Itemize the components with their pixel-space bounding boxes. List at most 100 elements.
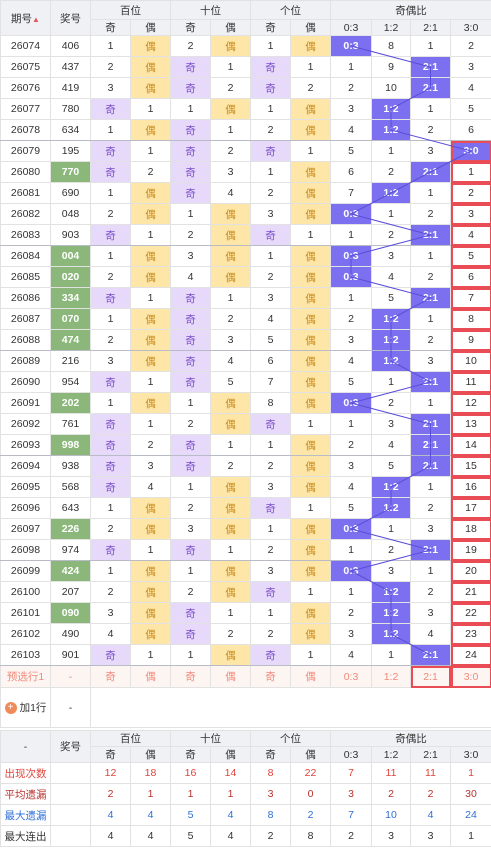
draw-row: 26090 954 奇 1 奇 5 7 偶 5 1 2:1 11 (0, 371, 491, 393)
ratio-cell: 1 (410, 35, 451, 57)
draw-row: 26096 643 1 偶 2 偶奇 1 5 1:2 2 17 (0, 497, 491, 519)
ratio-cell: 5 (330, 140, 372, 162)
parity-cell: 1 (210, 287, 251, 309)
stat-value: 16 (170, 762, 211, 784)
draw-number: 020 (50, 266, 91, 288)
parity-cell: 1 (290, 140, 331, 162)
preselect-option[interactable]: 3:0 (450, 665, 491, 688)
ratio-cell: 6 (450, 119, 491, 141)
period: 26098 (0, 539, 51, 561)
parity-cell: 1 (90, 497, 131, 519)
preselect-option[interactable]: 1:2 (371, 665, 411, 688)
draw-row: 26091 202 1 偶 1 偶 8 偶 0:3 2 1 12 (0, 392, 491, 414)
stat-value: 3 (410, 825, 451, 847)
sub-header: 2:1 (410, 746, 451, 763)
period: 26079 (0, 140, 51, 162)
ratio-cell: 15 (450, 455, 491, 477)
draw-row: 26101 090 3 偶奇 1 1 偶 2 1:2 3 22 (0, 602, 491, 624)
ratio-cell: 0:3 (330, 518, 372, 540)
preselect-option[interactable]: 偶 (290, 665, 331, 688)
stat-value: 22 (290, 762, 331, 784)
ratio-cell: 2:1 (410, 224, 451, 246)
parity-cell: 偶 (130, 329, 171, 351)
parity-cell: 偶 (290, 476, 331, 498)
stat-value: 3 (330, 783, 372, 805)
draw-number: 195 (50, 140, 91, 162)
add-button[interactable]: + 加1行 (0, 687, 51, 728)
preselect-option[interactable]: 偶 (130, 665, 171, 688)
parity-cell: 3 (250, 476, 291, 498)
draw-number: 938 (50, 455, 91, 477)
period: 26093 (0, 434, 51, 456)
stat-row: 最大遗漏 4 4 5 4 8 2 7 10 4 24 (0, 804, 491, 826)
parity-cell: 偶 (210, 497, 251, 519)
parity-cell: 偶 (130, 203, 171, 225)
period: 26085 (0, 266, 51, 288)
stat-value: 2 (330, 825, 372, 847)
group-header: 十位 (170, 0, 251, 20)
ratio-cell: 4 (371, 266, 411, 288)
parity-cell: 1 (130, 644, 171, 666)
parity-cell: 偶 (290, 392, 331, 414)
preselect-option[interactable]: 奇 (170, 665, 211, 688)
stat-value: 3 (371, 825, 411, 847)
draw-row: 26086 334 奇 1 奇 1 3 偶 1 5 2:1 7 (0, 287, 491, 309)
preselect-option[interactable]: 偶 (210, 665, 251, 688)
draw-number: 334 (50, 287, 91, 309)
parity-cell: 3 (170, 245, 211, 267)
ratio-cell: 3 (450, 56, 491, 78)
sort-icon[interactable]: ▲ (32, 14, 40, 24)
ratio-cell: 1:2 (371, 623, 411, 645)
stat-blank (50, 783, 91, 805)
preselect-option[interactable]: 奇 (90, 665, 131, 688)
parity-cell: 奇 (250, 224, 291, 246)
draw-row: 26082 048 2 偶 1 偶 3 偶 0:3 1 2 3 (0, 203, 491, 225)
draw-row: 26080 770 奇 2 奇 3 1 偶 6 2 2:1 1 (0, 161, 491, 183)
group-header: 百位 (90, 730, 171, 747)
period-header[interactable]: 期号▲ (0, 0, 51, 36)
sub-header: 奇 (90, 746, 131, 763)
stat-row: 最大连出 4 4 5 4 2 8 2 3 3 1 (0, 825, 491, 847)
stat-blank (50, 825, 91, 847)
ratio-cell: 1 (330, 56, 372, 78)
period: 26075 (0, 56, 51, 78)
parity-cell: 2 (90, 518, 131, 540)
ratio-cell: 4 (410, 623, 451, 645)
parity-cell: 偶 (290, 371, 331, 393)
parity-cell: 1 (210, 56, 251, 78)
draw-number: 406 (50, 35, 91, 57)
parity-cell: 偶 (130, 350, 171, 372)
parity-cell: 3 (250, 560, 291, 582)
stat-value: 24 (450, 804, 491, 826)
ratio-cell: 23 (450, 623, 491, 645)
parity-cell: 1 (290, 224, 331, 246)
parity-cell: 偶 (130, 119, 171, 141)
ratio-cell: 3 (410, 140, 451, 162)
parity-cell: 奇 (170, 56, 211, 78)
sub-header: 偶 (130, 19, 171, 36)
parity-cell: 偶 (290, 539, 331, 561)
parity-cell: 偶 (290, 518, 331, 540)
ratio-cell: 2 (410, 203, 451, 225)
parity-cell: 1 (130, 98, 171, 120)
stat-label: 平均遗漏 (0, 783, 51, 805)
preselect-option[interactable]: 2:1 (410, 665, 451, 688)
add-blank (90, 687, 491, 728)
draw-number: 437 (50, 56, 91, 78)
ratio-cell: 1 (330, 581, 372, 603)
ratio-cell: 4 (450, 77, 491, 99)
ratio-cell: 3 (410, 518, 451, 540)
ratio-cell: 3 (371, 245, 411, 267)
number-header: 奖号 (50, 730, 91, 763)
preselect-option[interactable]: 0:3 (330, 665, 372, 688)
parity-cell: 偶 (210, 245, 251, 267)
parity-cell: 偶 (130, 560, 171, 582)
ratio-cell: 3 (450, 203, 491, 225)
preselect-option[interactable]: 奇 (250, 665, 291, 688)
parity-cell: 1 (90, 560, 131, 582)
ratio-cell: 0:3 (330, 560, 372, 582)
period: 26095 (0, 476, 51, 498)
stat-label: 出现次数 (0, 762, 51, 784)
ratio-cell: 1 (371, 371, 411, 393)
ratio-cell: 2 (371, 539, 411, 561)
